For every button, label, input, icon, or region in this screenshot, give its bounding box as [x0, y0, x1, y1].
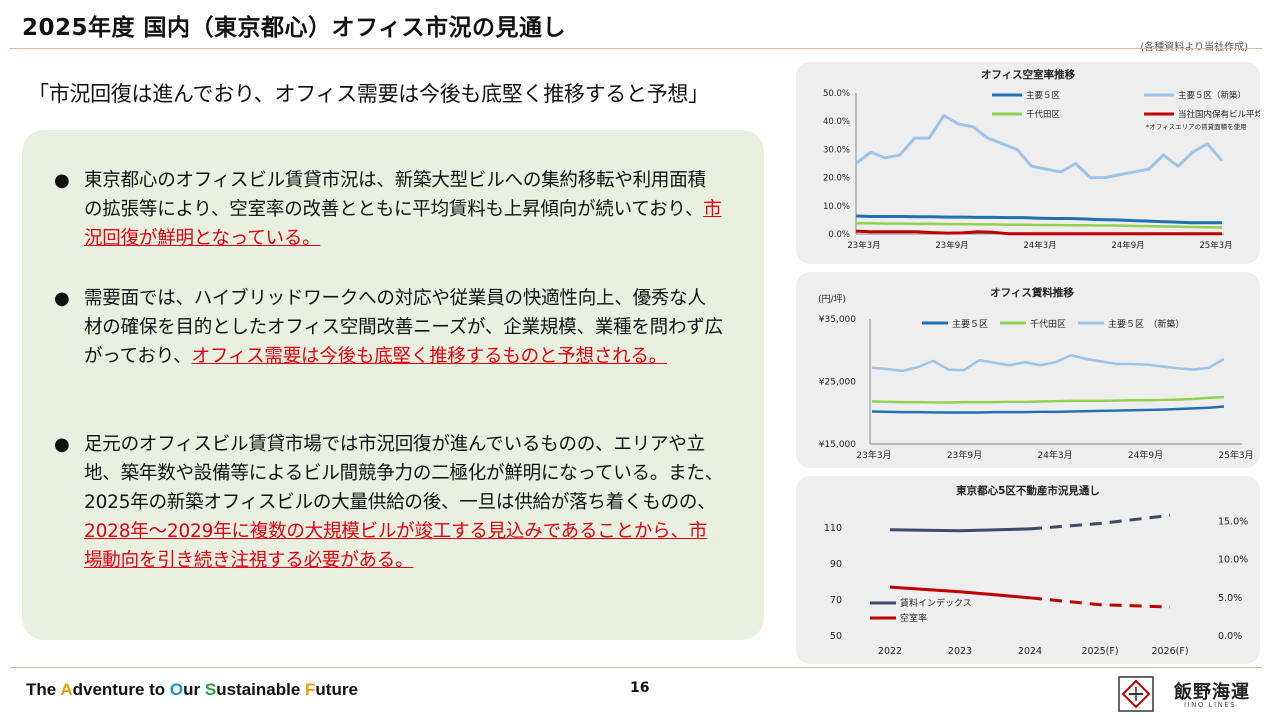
series-forecast-line-1 — [1029, 513, 1171, 531]
legend-label: 空室率 — [900, 612, 927, 624]
page-title: 2025年度 国内（東京都心）オフィス市況の見通し — [22, 15, 567, 41]
series-actual-line-2 — [889, 585, 1031, 600]
y-left-tick-label: 50 — [830, 631, 842, 642]
y-left-tick-label: 70 — [830, 595, 842, 606]
bullet-text: 足元のオフィスビル賃貸市場では市況回復が進んでいるものの、エリアや立地、築年数や… — [84, 434, 724, 513]
y-right-tick-label: 15.0% — [1218, 516, 1248, 527]
x-tick-label: 25年3月 — [1218, 449, 1253, 461]
page-number: 16 — [630, 680, 650, 696]
bullet-item-3: ● 足元のオフィスビル賃貸市場では市況回復が進んでいるものの、エリアや立地、築年… — [54, 430, 724, 575]
y-left-tick-label: 90 — [830, 559, 842, 570]
chart-note: *オフィスエリアの賃貸面積を使用 — [1146, 122, 1247, 131]
series-line-3 — [871, 354, 1225, 373]
bullet-item-1: ● 東京都心のオフィスビル賃貸市況は、新築大型ビルへの集約移転や利用面積の拡張等… — [54, 166, 724, 253]
legend-label: 当社国内保有ビル平均＊ — [1178, 109, 1260, 120]
tagline-part: The — [26, 680, 61, 699]
y-tick-label: ¥35,000 — [819, 315, 856, 325]
series-line-4 — [855, 229, 1222, 236]
series-line-1 — [871, 405, 1225, 414]
vacancy-chart-panel: オフィス空室率推移 50.0% 40.0% 30.0% 20.0% 10.0% 0.0% 23… — [796, 62, 1260, 264]
bullet-highlight: 市況回復が鮮明となっている。 — [84, 199, 722, 249]
chart-title: オフィス空室率推移 — [981, 68, 1076, 81]
legend-label: 主要５区（新築） — [1178, 90, 1246, 101]
series-line-3 — [856, 222, 1223, 229]
y-tick-label: 40.0% — [823, 117, 850, 127]
y-tick-label: ¥15,000 — [819, 440, 856, 450]
legend-label: 主要５区 — [952, 318, 988, 330]
x-tick-label: 23年9月 — [935, 240, 968, 251]
bullet-item-2: ● 需要面では、ハイブリッドワークへの対応や従業員の快適性向上、優秀な人材の確保… — [54, 284, 724, 371]
tagline-part: uture — [315, 680, 358, 699]
vacancy-chart: オフィス空室率推移50.0%40.0%30.0%20.0%10.0%0.0%23… — [823, 68, 1260, 251]
x-tick-label: 24年9月 — [1128, 449, 1163, 461]
x-tick-label: 24年3月 — [1037, 449, 1072, 461]
source-note: (各種資料より当社作成) — [1140, 38, 1248, 53]
tagline-part: dventure to — [72, 680, 170, 699]
y-right-tick-label: 0.0% — [1218, 631, 1242, 642]
series-line-1 — [855, 214, 1222, 225]
x-tick-label: 25年3月 — [1199, 240, 1232, 251]
y-right-tick-label: 5.0% — [1218, 593, 1242, 604]
bullet-highlight: オフィス需要は今後も底堅く推移するものと予想される。 — [191, 346, 668, 367]
y-tick-label: 50.0% — [823, 89, 850, 99]
tagline-part: ustainable — [216, 680, 306, 699]
tagline-part: ur — [183, 680, 205, 699]
legend-label: 千代田区 — [1030, 319, 1066, 330]
series-forecast-line-2 — [1029, 596, 1171, 609]
rent-chart-panel: オフィス賃料推移 (円/坪) ¥35,000 ¥25,000 ¥15,000 23年3月 2… — [796, 272, 1260, 468]
x-tick-label: 24年9月 — [1111, 240, 1144, 251]
y-tick-label: 0.0% — [828, 230, 850, 240]
footer-divider — [10, 667, 1262, 668]
tagline-initial: F — [305, 680, 316, 699]
company-name-en: IINO LINES — [1184, 701, 1237, 709]
y-tick-label: ¥25,000 — [819, 378, 856, 388]
company-name: 飯野海運 — [1174, 682, 1250, 703]
tagline-initial: A — [60, 680, 73, 699]
x-tick-label: 23年3月 — [847, 240, 880, 251]
bullet-highlight: 2028年～2029年に複数の大規模ビルが竣工する見込みであることから、市場動向… — [84, 521, 708, 571]
outlook-chart: 東京都心5区不動産市況見通し 50 70 90 110 0.0% 5.0% 10.0% 15.0… — [824, 484, 1248, 657]
x-tick-label: 2022 — [878, 646, 902, 657]
company-logo-icon — [1118, 676, 1154, 712]
x-tick-label: 23年3月 — [856, 449, 891, 461]
legend-label: 主要５区 （新築） — [1108, 318, 1185, 330]
bullet-text: 需要面では、ハイブリッドワークへの対応や従業員の快適性向上、優秀な人材の確保を目… — [84, 288, 723, 367]
legend-label: 賃料インデックス — [900, 597, 972, 609]
legend-label: 主要５区 — [1026, 90, 1061, 101]
bullet-text: 東京都心のオフィスビル賃貸市況は、新築大型ビルへの集約移転や利用面積の拡張等によ… — [84, 170, 706, 220]
bullet-marker: ● — [54, 170, 70, 191]
x-tick-label: 2025(F) — [1081, 646, 1118, 657]
series-line-2 — [871, 395, 1225, 404]
x-tick-label: 24年3月 — [1023, 240, 1056, 251]
bullet-panel: ● 東京都心のオフィスビル賃貸市況は、新築大型ビルへの集約移転や利用面積の拡張等… — [22, 130, 764, 640]
x-tick-label: 23年9月 — [947, 449, 982, 461]
series-actual-line-1 — [889, 527, 1031, 533]
footer-tagline: The Adventure to Our Sustainable Future — [26, 680, 358, 700]
x-tick-label: 2024 — [1018, 646, 1042, 657]
bullet-marker: ● — [54, 434, 70, 455]
y-left-tick-label: 110 — [824, 523, 842, 534]
chart-title: オフィス賃料推移 — [990, 286, 1074, 299]
x-tick-label: 2026(F) — [1151, 646, 1188, 657]
y-right-tick-label: 10.0% — [1218, 555, 1248, 566]
chart-title: 東京都心5区不動産市況見通し — [956, 484, 1100, 497]
legend-label: 千代田区 — [1026, 109, 1061, 120]
bullet-marker: ● — [54, 288, 70, 309]
tagline-initial: S — [204, 680, 217, 699]
title-divider — [10, 48, 1262, 49]
y-tick-label: 30.0% — [823, 145, 850, 155]
x-tick-label: 2023 — [948, 646, 972, 657]
series-line-2 — [855, 114, 1224, 180]
summary-quote: 「市況回復は進んでおり、オフィス需要は今後も底堅く推移すると予想」 — [28, 82, 709, 106]
unit-label: (円/坪) — [818, 294, 846, 305]
outlook-chart-panel: 東京都心5区不動産市況見通し 50 70 90 110 0.0% 5.0% 10.0% 15.0… — [796, 476, 1260, 664]
y-tick-label: 20.0% — [823, 174, 850, 184]
tagline-initial: O — [169, 680, 184, 699]
y-tick-label: 10.0% — [823, 202, 850, 212]
